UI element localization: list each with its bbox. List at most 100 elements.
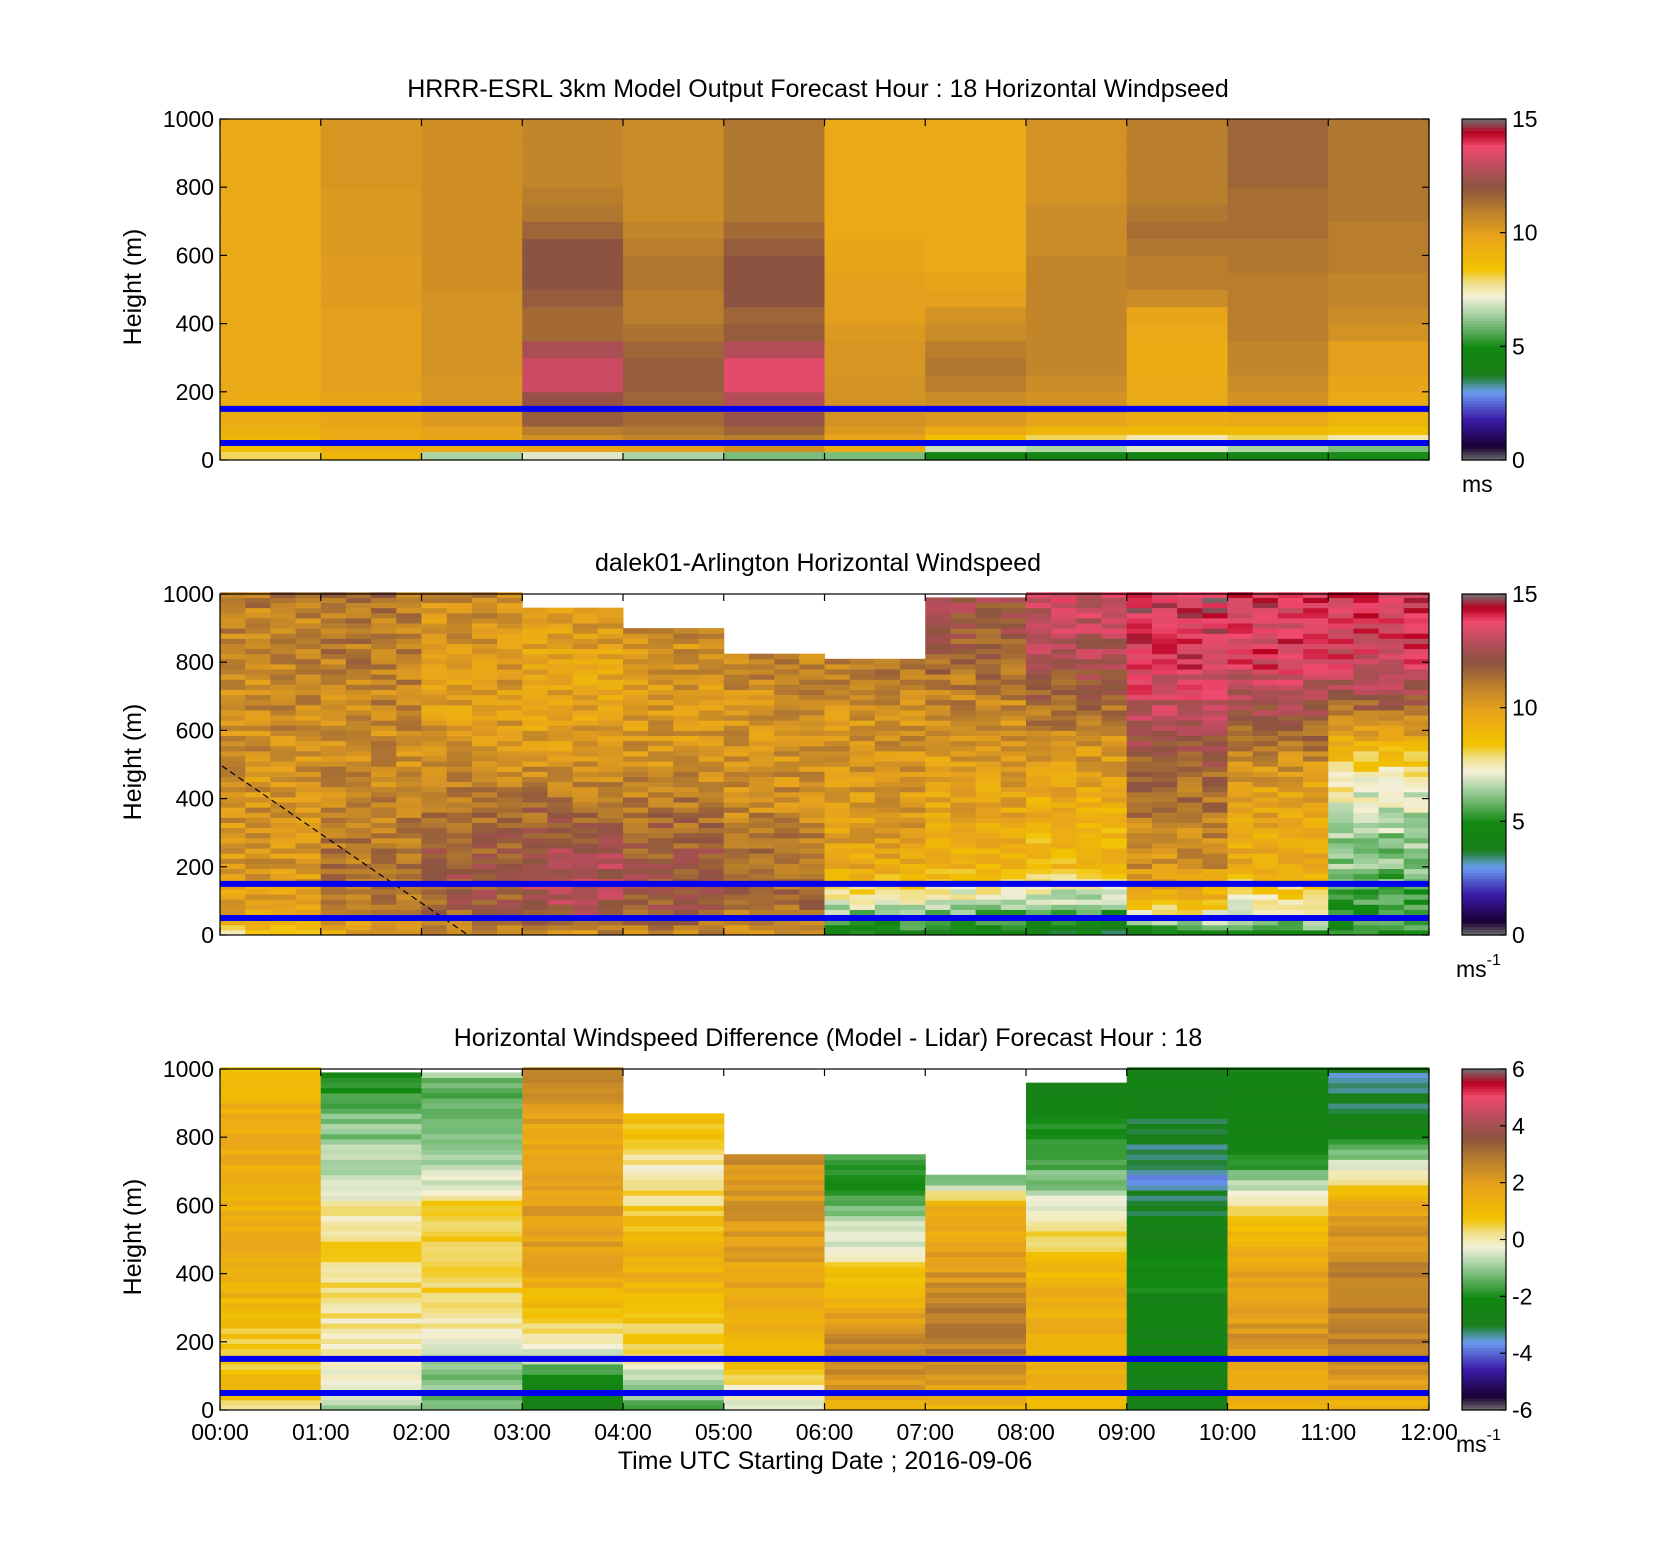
colorbar-segment (1462, 204, 1506, 208)
heatmap-cell (774, 745, 800, 752)
heatmap-cell (1303, 725, 1329, 731)
heatmap-cell (925, 622, 951, 629)
heatmap-cell (220, 1271, 322, 1278)
heatmap-cell (799, 658, 825, 665)
heatmap-cell (849, 755, 876, 762)
heatmap-cell (1101, 592, 1128, 598)
heatmap-cell (1126, 323, 1229, 342)
heatmap-cell (950, 658, 977, 665)
heatmap-cell (270, 802, 297, 808)
heatmap-cell (623, 1225, 725, 1232)
heatmap-cell (1026, 1271, 1128, 1278)
heatmap-cell (1303, 755, 1329, 762)
colorbar-segment (1462, 1230, 1506, 1235)
heatmap-cell (245, 873, 271, 880)
heatmap-cell (1202, 842, 1228, 849)
heatmap-cell (648, 679, 674, 685)
heatmap-cell (220, 837, 246, 844)
colorbar-tick-label: 5 (1512, 333, 1525, 359)
heatmap-cell (421, 1282, 523, 1288)
heatmap-cell (623, 755, 649, 762)
heatmap-cell (1126, 1271, 1228, 1278)
heatmap-cell (220, 1323, 322, 1329)
heatmap-cell (673, 776, 700, 783)
heatmap-cell (774, 807, 800, 813)
heatmap-cell (1227, 1363, 1329, 1370)
heatmap-cell (1252, 730, 1279, 737)
heatmap-cell (1328, 272, 1430, 291)
heatmap-cell (824, 221, 926, 239)
heatmap-cell (1101, 597, 1128, 604)
heatmap-cell (220, 802, 246, 808)
heatmap-cell (1177, 597, 1203, 604)
heatmap-cell (1227, 1174, 1329, 1181)
heatmap-cell (522, 1246, 624, 1252)
heatmap-cell (270, 863, 297, 870)
heatmap-cell (1151, 633, 1178, 639)
heatmap-cell (673, 643, 700, 650)
heatmap-cell (1101, 822, 1128, 829)
heatmap-cell (1026, 306, 1128, 325)
heatmap-cell (522, 725, 548, 731)
heatmap-cell (1202, 894, 1228, 900)
heatmap-cell (673, 786, 700, 793)
heatmap-cell (1151, 817, 1178, 823)
heatmap-cell (1303, 929, 1329, 936)
heatmap-cell (874, 868, 901, 875)
colorbar-segment (1462, 261, 1506, 265)
heatmap-cell (245, 694, 271, 701)
colorbar-segment (1462, 1194, 1506, 1198)
heatmap-cell (698, 689, 725, 696)
heatmap-cell (1151, 663, 1178, 670)
heatmap-cell (295, 674, 322, 680)
heatmap-cell (824, 720, 851, 726)
heatmap-cell (1202, 812, 1228, 818)
heatmap-cell (220, 612, 246, 619)
y-tick-label: 0 (201, 447, 214, 473)
heatmap-cell (295, 607, 322, 614)
heatmap-cell (320, 679, 347, 685)
heatmap-cell (975, 888, 1002, 895)
heatmap-cell (799, 832, 825, 839)
heatmap-cell (471, 745, 498, 752)
heatmap-cell (270, 766, 297, 772)
heatmap-cell (1252, 622, 1279, 629)
heatmap-cell (522, 1236, 624, 1242)
colorbar-segment (1462, 1216, 1506, 1221)
heatmap-cell (1051, 745, 1077, 752)
heatmap-cell (1000, 929, 1027, 936)
heatmap-cell (950, 607, 977, 614)
heatmap-cell (1076, 607, 1103, 614)
panel-title: dalek01-Arlington Horizontal Windspeed (595, 549, 1041, 577)
heatmap-cell (1026, 622, 1052, 629)
heatmap-cell (824, 802, 851, 808)
heatmap-cell (597, 653, 624, 660)
heatmap-cell (748, 822, 775, 829)
heatmap-cell (1353, 919, 1380, 926)
heatmap-cell (925, 1256, 1027, 1263)
heatmap-cell (1303, 730, 1329, 737)
heatmap-cell (245, 888, 271, 895)
heatmap-cell (1202, 602, 1228, 609)
heatmap-cell (1026, 730, 1052, 737)
heatmap-cell (1126, 1092, 1228, 1099)
heatmap-cell (1227, 1190, 1329, 1196)
heatmap-cell (774, 868, 800, 875)
heatmap-cell (572, 669, 599, 675)
heatmap-cell (295, 791, 322, 798)
heatmap-cell (698, 791, 725, 798)
heatmap-cell (1151, 776, 1178, 783)
heatmap-cell (698, 909, 725, 916)
colorbar-segment (1462, 790, 1506, 794)
heatmap-cell (1026, 694, 1052, 701)
heatmap-cell (471, 761, 498, 767)
heatmap-cell (748, 745, 775, 752)
heatmap-cell (497, 612, 523, 619)
heatmap-cell (925, 709, 951, 716)
heatmap-cell (371, 796, 397, 803)
heatmap-cell (1303, 648, 1329, 655)
heatmap-cell (1403, 674, 1430, 680)
heatmap-cell (396, 776, 422, 783)
heatmap-cell (1328, 1174, 1430, 1181)
heatmap-cell (220, 1082, 322, 1089)
